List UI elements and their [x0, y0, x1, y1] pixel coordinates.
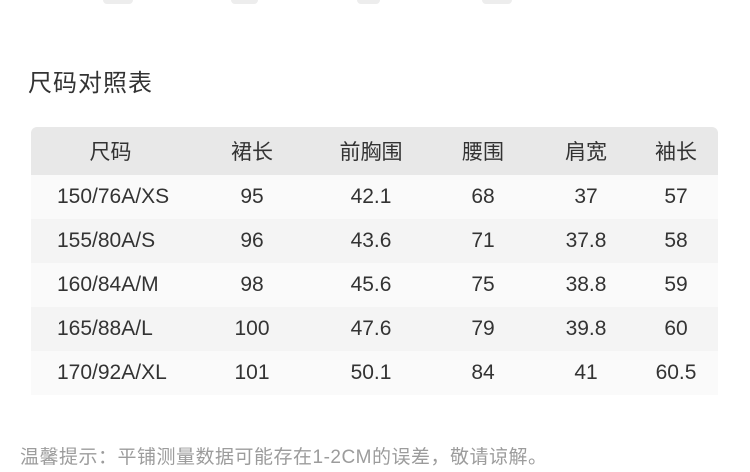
header-cell-waist: 腰围	[428, 127, 538, 175]
shoulder-width-cell: 38.8	[538, 263, 634, 307]
shoulder-width-cell: 37.8	[538, 219, 634, 263]
skirt-length-cell: 95	[190, 175, 314, 219]
front-bust-cell: 45.6	[314, 263, 428, 307]
header-cell-shoulder-width: 肩宽	[538, 127, 634, 175]
shoulder-width-cell: 37	[538, 175, 634, 219]
skirt-length-cell: 96	[190, 219, 314, 263]
sleeve-length-cell: 60.5	[634, 351, 718, 395]
skirt-length-cell: 100	[190, 307, 314, 351]
size-cell: 170/92A/XL	[31, 351, 190, 395]
header-cell-front-bust: 前胸围	[314, 127, 428, 175]
measurement-disclaimer: 温馨提示：平铺测量数据可能存在1-2CM的误差，敬请谅解。	[20, 447, 548, 468]
waist-cell: 84	[428, 351, 538, 395]
skirt-length-cell: 101	[190, 351, 314, 395]
front-bust-cell: 42.1	[314, 175, 428, 219]
table-row: 165/88A/L 100 47.6 79 39.8 60	[31, 307, 718, 351]
waist-cell: 68	[428, 175, 538, 219]
size-chart-table: 尺码 裙长 前胸围 腰围 肩宽 袖长 150/76A/XS 95 42.1 68…	[31, 127, 718, 395]
top-edge-artifact	[357, 0, 380, 4]
table-row: 170/92A/XL 101 50.1 84 41 60.5	[31, 351, 718, 395]
waist-cell: 79	[428, 307, 538, 351]
table-row: 150/76A/XS 95 42.1 68 37 57	[31, 175, 718, 219]
page-title: 尺码对照表	[28, 70, 153, 97]
top-edge-artifact	[482, 0, 512, 4]
front-bust-cell: 43.6	[314, 219, 428, 263]
shoulder-width-cell: 39.8	[538, 307, 634, 351]
shoulder-width-cell: 41	[538, 351, 634, 395]
waist-cell: 75	[428, 263, 538, 307]
header-cell-size: 尺码	[31, 127, 190, 175]
table-row: 160/84A/M 98 45.6 75 38.8 59	[31, 263, 718, 307]
size-cell: 155/80A/S	[31, 219, 190, 263]
table-header-row: 尺码 裙长 前胸围 腰围 肩宽 袖长	[31, 127, 718, 175]
top-edge-artifact	[231, 0, 258, 4]
waist-cell: 71	[428, 219, 538, 263]
front-bust-cell: 50.1	[314, 351, 428, 395]
header-cell-skirt-length: 裙长	[190, 127, 314, 175]
sleeve-length-cell: 58	[634, 219, 718, 263]
front-bust-cell: 47.6	[314, 307, 428, 351]
table-row: 155/80A/S 96 43.6 71 37.8 58	[31, 219, 718, 263]
header-cell-sleeve-length: 袖长	[634, 127, 718, 175]
size-cell: 160/84A/M	[31, 263, 190, 307]
sleeve-length-cell: 59	[634, 263, 718, 307]
size-cell: 150/76A/XS	[31, 175, 190, 219]
skirt-length-cell: 98	[190, 263, 314, 307]
sleeve-length-cell: 57	[634, 175, 718, 219]
top-edge-artifact	[103, 0, 133, 4]
sleeve-length-cell: 60	[634, 307, 718, 351]
size-cell: 165/88A/L	[31, 307, 190, 351]
